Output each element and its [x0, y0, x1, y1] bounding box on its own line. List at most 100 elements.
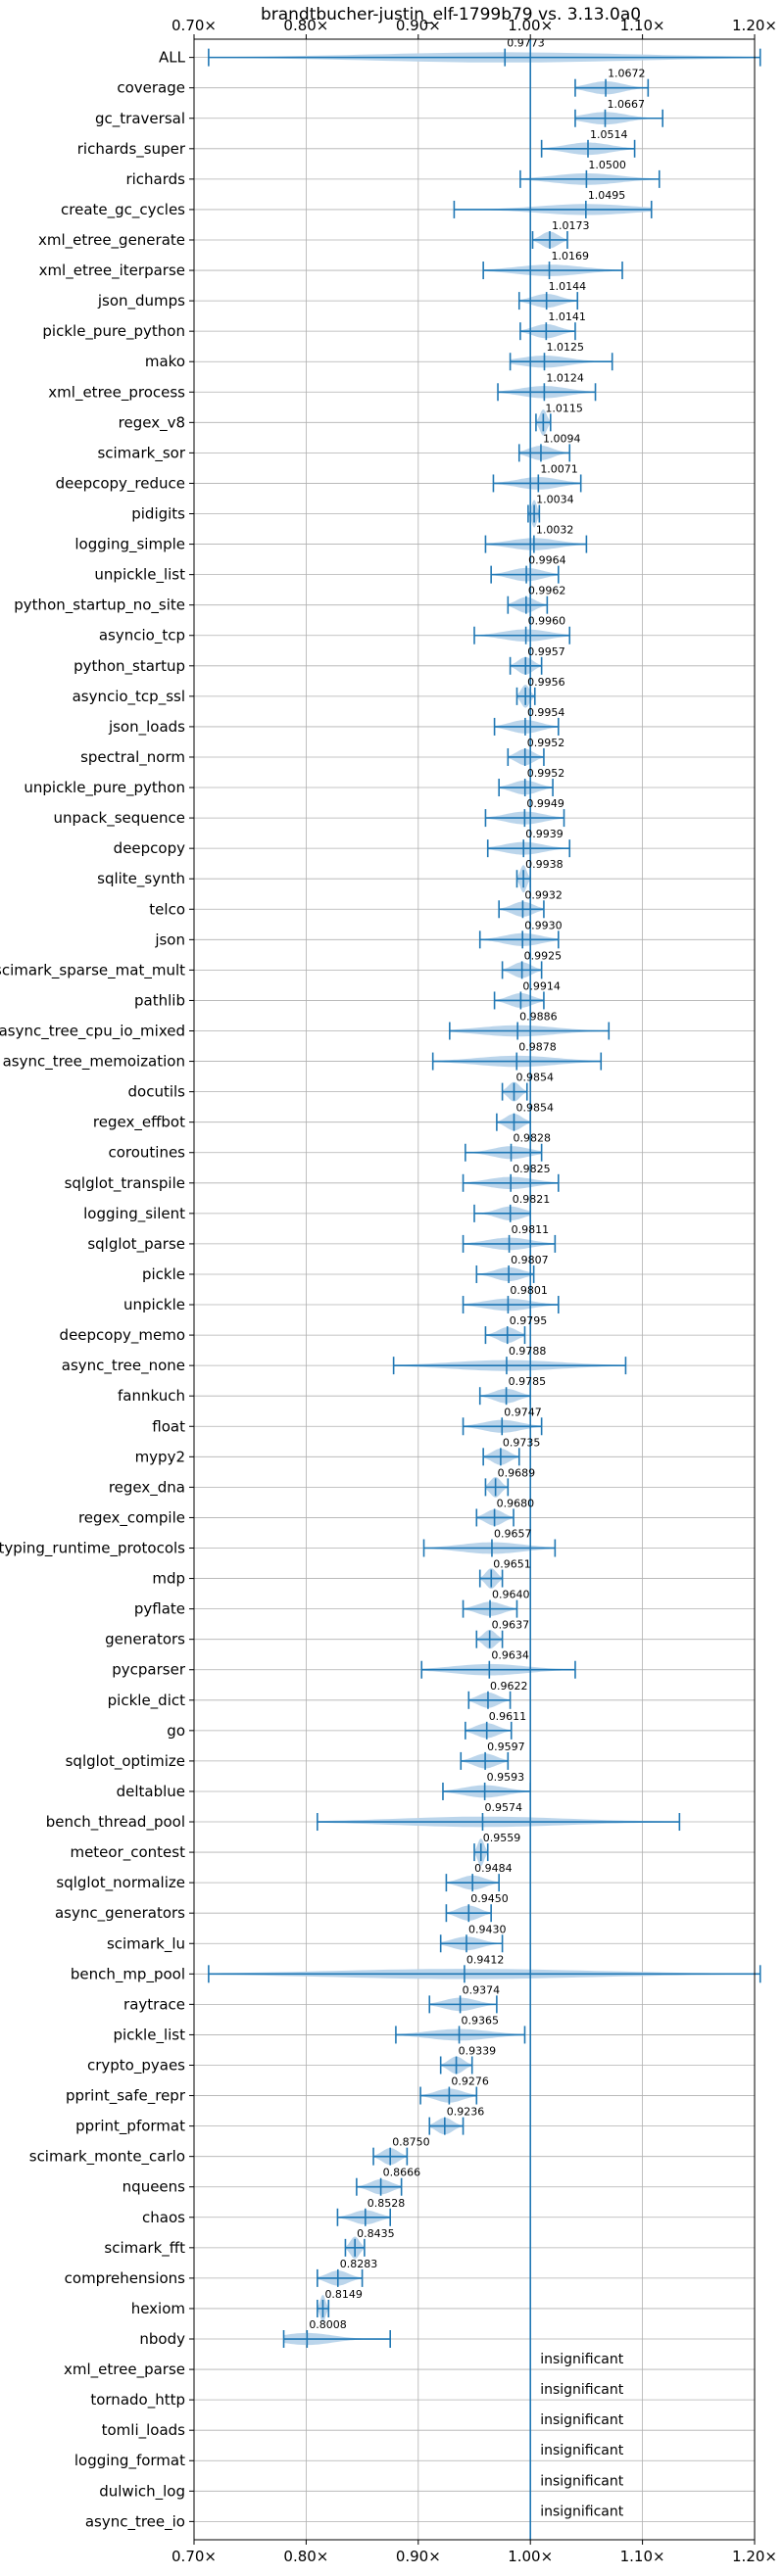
value-label: 1.0173	[552, 219, 590, 232]
category-label: scimark_sparse_mat_mult	[0, 961, 185, 979]
insignificant-label: insignificant	[540, 2473, 624, 2489]
value-label: 0.9952	[527, 767, 565, 780]
value-label: 0.9952	[527, 737, 565, 749]
value-label: 0.9930	[524, 919, 563, 931]
value-label: 0.9821	[513, 1193, 551, 1206]
category-label: async_tree_none	[62, 1357, 185, 1375]
value-label: 1.0115	[545, 402, 583, 414]
value-label: 0.8666	[383, 2167, 421, 2179]
value-label: 0.9574	[484, 1801, 521, 1814]
insignificant-label: insignificant	[540, 2504, 624, 2519]
value-label: 0.9450	[470, 1892, 509, 1905]
category-label: json	[154, 930, 185, 948]
category-label: logging_format	[74, 2452, 185, 2470]
category-label: regex_compile	[78, 1508, 185, 1527]
category-label: unpack_sequence	[54, 809, 185, 828]
category-label: json_dumps	[97, 292, 185, 310]
category-label: generators	[105, 1631, 185, 1648]
category-label: logging_simple	[74, 536, 185, 554]
value-label: 0.9597	[487, 1741, 525, 1753]
category-label: typing_runtime_protocols	[0, 1539, 185, 1557]
category-label: unpickle_pure_python	[24, 779, 185, 797]
category-label: regex_v8	[119, 413, 185, 432]
value-label: 0.9828	[514, 1132, 552, 1145]
category-label: regex_dna	[109, 1478, 185, 1497]
value-label: 0.9925	[524, 949, 563, 962]
value-label: 0.9657	[494, 1527, 532, 1540]
category-label: fannkuch	[118, 1387, 185, 1405]
category-label: hexiom	[131, 2300, 185, 2317]
insignificant-label: insignificant	[540, 2382, 624, 2398]
value-label: 0.9689	[498, 1466, 535, 1479]
value-label: 0.9773	[507, 37, 545, 50]
value-label: 0.8435	[357, 2227, 395, 2240]
value-label: 0.9611	[489, 1710, 526, 1723]
value-label: 0.9811	[512, 1223, 550, 1236]
category-label: gc_traversal	[95, 110, 185, 128]
category-label: async_tree_memoization	[3, 1053, 185, 1072]
value-label: 0.9825	[513, 1163, 551, 1175]
category-label: deepcopy_reduce	[56, 474, 185, 493]
category-label: coroutines	[108, 1144, 185, 1162]
x-tick-label-bottom: 1.20×	[732, 2548, 777, 2565]
x-tick-label-top: 0.80×	[283, 17, 328, 34]
value-label: 0.9622	[490, 1680, 528, 1693]
category-label: scimark_monte_carlo	[29, 2148, 185, 2167]
value-label: 1.0495	[588, 189, 626, 202]
value-label: 0.9374	[463, 1983, 501, 1996]
value-label: 0.9276	[451, 2075, 489, 2088]
value-label: 0.8283	[340, 2258, 378, 2270]
value-label: 0.9430	[468, 1923, 507, 1935]
category-label: crypto_pyaes	[87, 2056, 185, 2075]
label-layer: 0.9773 1.0672 1.0667 1.0514 1.0500 1.0495 1.01…	[309, 37, 645, 2520]
x-tick-label-top: 1.20×	[732, 17, 777, 34]
category-label: tomli_loads	[102, 2421, 186, 2440]
value-label: 0.9854	[515, 1072, 554, 1084]
category-label: asyncio_tcp_ssl	[73, 688, 185, 706]
x-tick-label-top: 0.70×	[172, 17, 217, 34]
category-label: dulwich_log	[99, 2482, 185, 2501]
category-label: bench_mp_pool	[71, 1965, 185, 1983]
category-label: raytrace	[123, 1995, 185, 2013]
category-label: pathlib	[134, 991, 185, 1009]
value-label: 0.9412	[466, 1953, 505, 1966]
x-tick-label-top: 1.00×	[508, 17, 553, 34]
violin-layer	[208, 48, 761, 2349]
category-label: sqlglot_transpile	[65, 1174, 185, 1193]
value-label: 0.9886	[519, 1011, 558, 1024]
chart-title: brandtbucher-justin_elf-1799b79 vs. 3.13…	[261, 5, 641, 24]
category-label: scimark_sor	[97, 444, 185, 462]
value-label: 0.9854	[515, 1102, 554, 1115]
value-label: 0.9878	[518, 1041, 557, 1054]
value-label: 0.9939	[525, 828, 564, 840]
category-label: sqlite_synth	[97, 870, 185, 888]
category-label: richards_super	[77, 140, 186, 159]
x-tick-label-top: 1.10×	[620, 17, 665, 34]
x-tick-label-bottom: 0.70×	[172, 2548, 217, 2565]
value-label: 1.0094	[543, 432, 581, 445]
value-label: 1.0667	[608, 98, 646, 111]
category-label: pickle_list	[113, 2026, 185, 2044]
value-label: 0.9962	[528, 585, 566, 597]
category-label: unpickle	[123, 1296, 185, 1313]
category-label: mako	[145, 353, 185, 370]
value-label: 0.9236	[447, 2106, 485, 2119]
category-label: xml_etree_iterparse	[39, 262, 185, 280]
category-label: go	[167, 1722, 185, 1740]
value-label: 1.0032	[536, 524, 574, 537]
category-label: mypy2	[135, 1448, 185, 1465]
value-label: 0.8750	[392, 2136, 430, 2149]
category-label: async_tree_io	[85, 2512, 185, 2531]
value-label: 0.9637	[492, 1619, 530, 1632]
value-label: 1.0141	[548, 310, 586, 323]
insignificant-label: insignificant	[540, 2352, 624, 2367]
value-label: 1.0144	[549, 280, 587, 293]
value-label: 0.9801	[510, 1284, 548, 1297]
value-label: 0.9932	[524, 888, 563, 901]
x-tick-label-bottom: 1.10×	[620, 2548, 665, 2565]
value-label: 1.0169	[552, 250, 590, 262]
value-label: 0.8149	[324, 2288, 363, 2301]
value-label: 0.9365	[462, 2014, 500, 2027]
category-label: xml_etree_process	[48, 383, 185, 402]
category-label: pidigits	[131, 505, 185, 523]
